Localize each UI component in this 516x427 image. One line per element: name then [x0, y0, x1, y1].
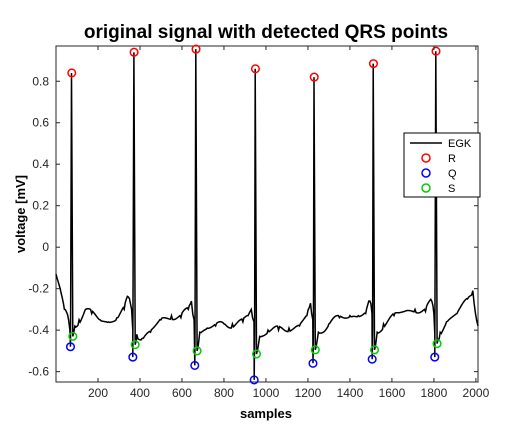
legend-entry-label: Q [448, 168, 457, 180]
y-tick-label: 0.6 [32, 116, 49, 130]
r-point-marker [129, 47, 139, 57]
x-tick-label: 200 [88, 386, 108, 400]
legend-entry-label: EGK [448, 138, 472, 150]
y-tick-label: 0.4 [32, 157, 49, 171]
r-point-marker [368, 59, 378, 69]
x-tick-label: 2000 [463, 386, 490, 400]
s-point-marker [68, 331, 78, 341]
y-tick-label: -0.2 [28, 282, 49, 296]
x-tick-label: 1400 [337, 386, 364, 400]
x-tick-label: 1800 [421, 386, 448, 400]
y-tick-label: -0.4 [28, 323, 49, 337]
plot-area [55, 45, 479, 383]
x-axis-label: samples [240, 406, 292, 421]
s-point-marker [310, 345, 320, 355]
s-point-marker [432, 339, 442, 349]
x-tick-label: 600 [172, 386, 192, 400]
legend-entry-label: R [448, 153, 456, 165]
q-point-marker [430, 352, 440, 362]
legend-entry-label: S [448, 183, 455, 195]
y-axis-label: voltage [mV] [13, 175, 28, 253]
q-point-marker [308, 358, 318, 368]
r-point-marker [431, 46, 441, 56]
y-tick-label: 0.2 [32, 199, 49, 213]
r-point-marker [309, 72, 319, 82]
q-point-marker [367, 354, 377, 364]
r-point-marker [191, 44, 201, 54]
x-tick-label: 1200 [295, 386, 322, 400]
q-point-marker [65, 342, 76, 352]
x-tick-label: 800 [214, 386, 234, 400]
chart-title: original signal with detected QRS points [84, 22, 448, 43]
egk-signal-line [55, 49, 479, 380]
y-tick-label: 0 [42, 240, 49, 254]
legend: EGK RQS [403, 132, 481, 198]
y-tick-label: -0.6 [28, 365, 49, 379]
s-point-marker [130, 340, 140, 350]
signal-layer [55, 49, 479, 380]
x-tick-label: 1600 [379, 386, 406, 400]
s-point-marker [251, 349, 262, 359]
y-tick-label: 0.8 [32, 74, 49, 88]
legend-marker-swatch [421, 183, 431, 193]
x-tick-label: 400 [130, 386, 150, 400]
y-axis-ticks: -0.6 -0.4 -0.2 0 0.2 0.4 0.6 0.8 [28, 74, 478, 379]
q-point-marker [249, 375, 259, 385]
q-point-marker [128, 352, 138, 362]
x-tick-label: 1000 [253, 386, 280, 400]
r-point-marker [67, 68, 77, 78]
r-point-marker [250, 64, 261, 74]
s-point-marker [369, 345, 380, 355]
s-point-marker [192, 346, 202, 356]
x-axis-ticks: 200 400 600 800 1000 1200 1400 1600 1800 2000 [88, 46, 490, 400]
legend-marker-swatch [421, 168, 431, 178]
q-point-marker [190, 360, 200, 370]
legend-marker-swatch [421, 153, 431, 163]
marker-layer [65, 44, 442, 385]
